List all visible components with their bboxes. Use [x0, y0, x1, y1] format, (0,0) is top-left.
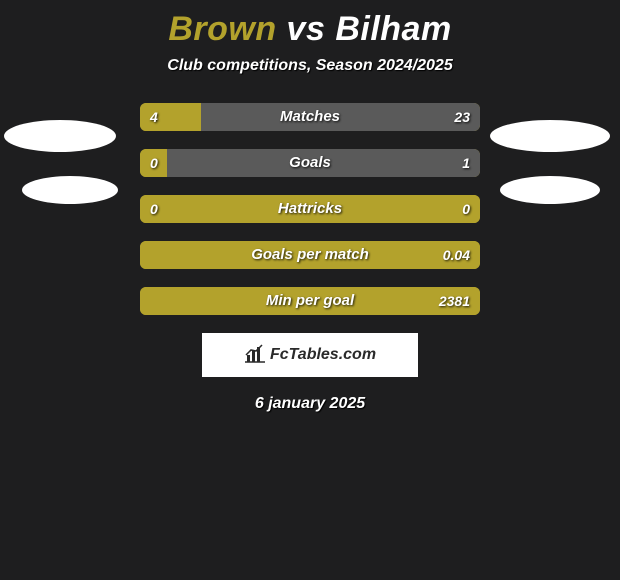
subtitle: Club competitions, Season 2024/2025 — [0, 57, 620, 75]
avatar-placeholder-left-2 — [22, 176, 118, 204]
stat-value-right: 2381 — [439, 287, 470, 315]
logo-text: FcTables.com — [270, 346, 376, 364]
stat-label: Min per goal — [140, 287, 480, 315]
stat-label: Hattricks — [140, 195, 480, 223]
date-label: 6 january 2025 — [0, 395, 620, 413]
stat-bar-goals: 0 Goals 1 — [140, 149, 480, 177]
title-player-right: Bilham — [335, 10, 451, 48]
avatar-placeholder-left-1 — [4, 120, 116, 152]
fctables-logo: FcTables.com — [202, 333, 418, 377]
stat-bars: 4 Matches 23 0 Goals 1 0 Hattricks 0 Goa… — [140, 103, 480, 315]
title-vs: vs — [287, 10, 326, 48]
stat-bar-hattricks: 0 Hattricks 0 — [140, 195, 480, 223]
title-player-left: Brown — [168, 10, 276, 48]
stat-value-right: 0 — [462, 195, 470, 223]
stat-value-right: 1 — [462, 149, 470, 177]
stat-value-right: 23 — [454, 103, 470, 131]
avatar-placeholder-right-2 — [500, 176, 600, 204]
stat-label: Matches — [140, 103, 480, 131]
stat-bar-min-per-goal: Min per goal 2381 — [140, 287, 480, 315]
avatar-placeholder-right-1 — [490, 120, 610, 152]
stat-label: Goals per match — [140, 241, 480, 269]
stat-label: Goals — [140, 149, 480, 177]
stat-bar-matches: 4 Matches 23 — [140, 103, 480, 131]
page-title: Brown vs Bilham — [0, 0, 620, 49]
bar-chart-icon — [244, 343, 266, 368]
stat-value-right: 0.04 — [443, 241, 470, 269]
comparison-chart: 4 Matches 23 0 Goals 1 0 Hattricks 0 Goa… — [0, 103, 620, 413]
stat-bar-goals-per-match: Goals per match 0.04 — [140, 241, 480, 269]
